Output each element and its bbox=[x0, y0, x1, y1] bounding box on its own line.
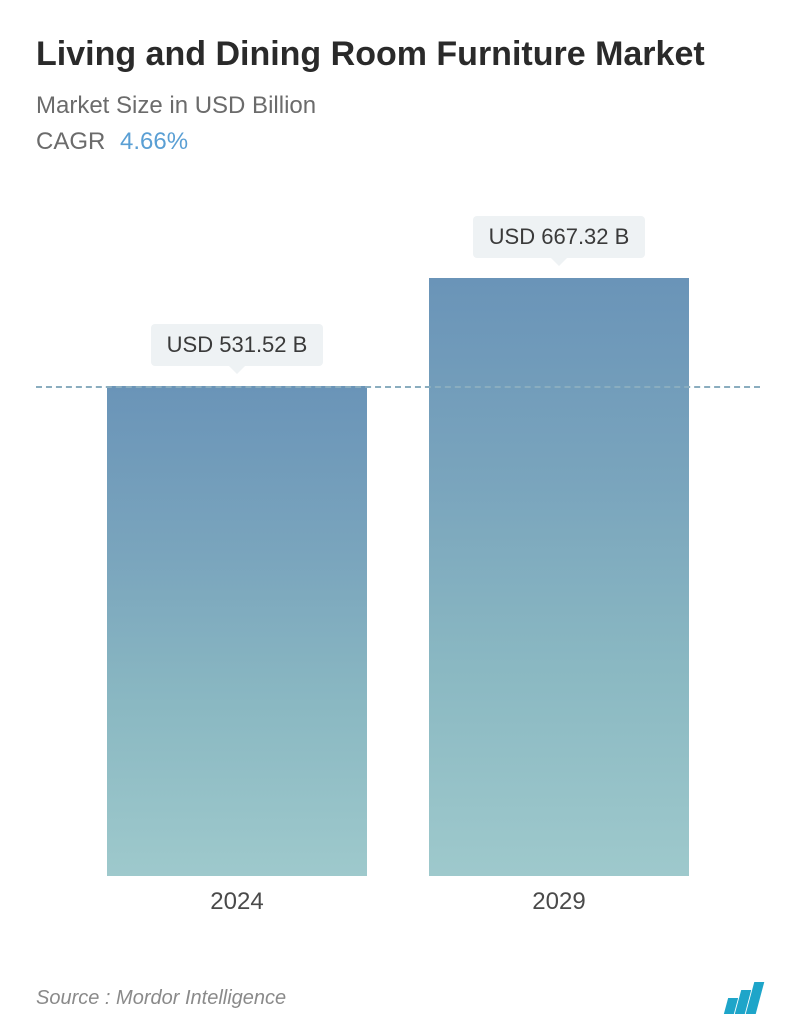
chart-area: USD 531.52 B 2024 USD 667.32 B 2029 bbox=[36, 216, 760, 876]
bar-group-2024: USD 531.52 B 2024 bbox=[107, 216, 367, 876]
value-label-2024: USD 531.52 B bbox=[151, 324, 324, 366]
cagr-line: CAGR 4.66% bbox=[36, 128, 760, 156]
source-text: Source : Mordor Intelligence bbox=[36, 987, 286, 1010]
footer: Source : Mordor Intelligence bbox=[36, 982, 760, 1014]
chart-subtitle: Market Size in USD Billion bbox=[36, 92, 760, 120]
bar-2024 bbox=[107, 386, 367, 876]
bar-2029 bbox=[429, 278, 689, 876]
reference-line bbox=[36, 386, 760, 388]
cagr-value: 4.66% bbox=[120, 128, 188, 155]
x-label-2029: 2029 bbox=[532, 888, 585, 916]
x-label-2024: 2024 bbox=[210, 888, 263, 916]
source-label: Source : bbox=[36, 987, 110, 1009]
bars-container: USD 531.52 B 2024 USD 667.32 B 2029 bbox=[36, 216, 760, 876]
value-label-2029: USD 667.32 B bbox=[473, 216, 646, 258]
bar-group-2029: USD 667.32 B 2029 bbox=[429, 216, 689, 876]
chart-title: Living and Dining Room Furniture Market bbox=[36, 32, 760, 76]
cagr-label: CAGR bbox=[36, 128, 105, 155]
mordor-logo-icon bbox=[726, 982, 760, 1014]
source-name: Mordor Intelligence bbox=[116, 987, 286, 1009]
